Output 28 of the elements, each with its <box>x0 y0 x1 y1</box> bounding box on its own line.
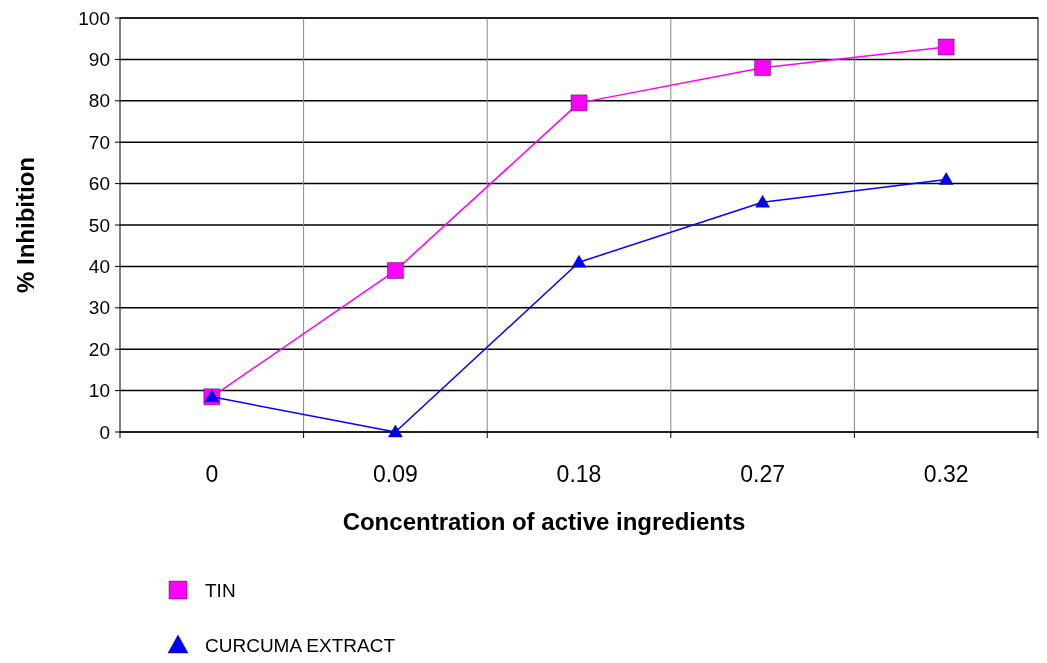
point <box>939 172 954 185</box>
y-tick-label: 30 <box>88 297 110 319</box>
point <box>754 59 771 76</box>
x-tick-label: 0.18 <box>556 461 602 487</box>
y-tick-label: 10 <box>88 380 110 402</box>
x-tick-label: 0.32 <box>923 461 969 487</box>
x-tick-label: 0 <box>205 461 219 487</box>
legend-label: TIN <box>205 579 236 601</box>
y-tick-label: 50 <box>88 214 110 236</box>
point <box>570 94 588 112</box>
point <box>755 195 770 208</box>
legend-label: CURCUMA EXTRACT <box>205 634 396 656</box>
y-tick-label: 0 <box>99 421 110 443</box>
point <box>387 262 404 279</box>
point <box>388 424 403 438</box>
y-tick-label: 70 <box>88 131 110 153</box>
y-tick-label: 60 <box>88 173 110 195</box>
x-tick-label: 0.09 <box>373 461 418 487</box>
x-tick-label: 0.27 <box>740 461 785 487</box>
y-tick-label: 90 <box>88 49 110 71</box>
point <box>938 38 955 56</box>
point <box>571 255 587 268</box>
x-axis-title: Concentration of active ingredients <box>342 508 746 535</box>
y-tick-label: 20 <box>88 338 110 360</box>
y-tick-label: 40 <box>88 256 110 278</box>
y-tick-label: 80 <box>88 90 110 112</box>
y-tick-label: 100 <box>78 7 110 29</box>
y-axis-title: % Inhibition <box>12 157 39 293</box>
